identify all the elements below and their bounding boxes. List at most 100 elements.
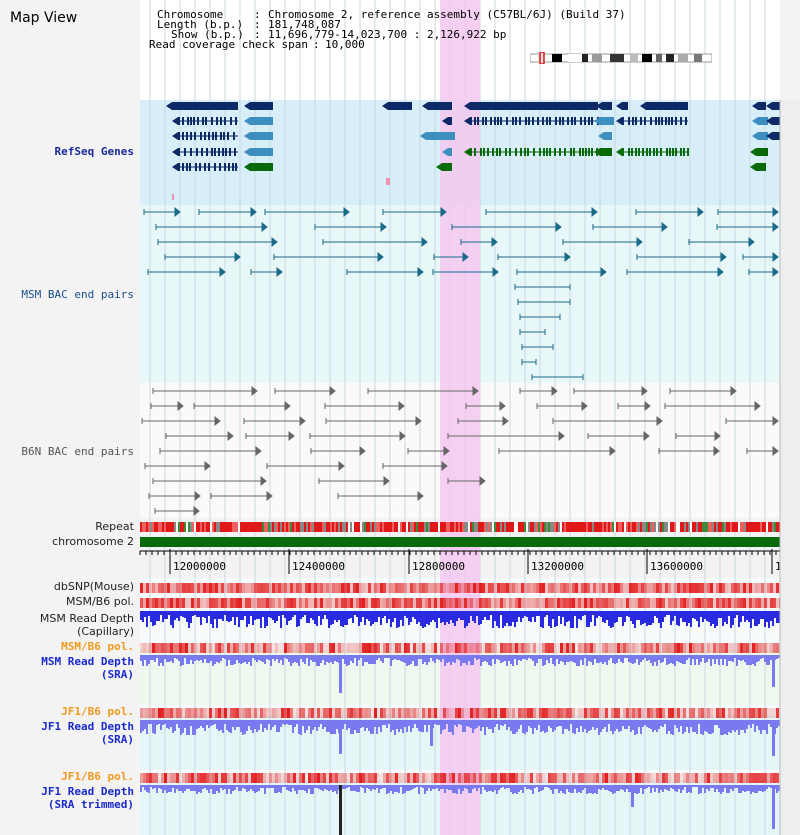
heat-cell — [287, 583, 290, 593]
repeat-mark — [432, 522, 434, 532]
depth-bar — [480, 785, 482, 794]
depth-bar — [778, 611, 780, 623]
depth-bar — [568, 611, 570, 621]
depth-bar — [302, 655, 304, 662]
depth-bar — [412, 611, 414, 617]
track-label-dbsnp[interactable]: dbSNP(Mouse) — [53, 580, 134, 593]
heat-cell — [725, 598, 728, 608]
depth-bar — [190, 720, 192, 726]
heat-cell — [458, 708, 461, 718]
heat-cell — [257, 773, 260, 783]
depth-bar — [408, 611, 410, 625]
depth-bar — [538, 720, 540, 725]
depth-bar — [356, 611, 358, 617]
track-label-repeat[interactable]: Repeat — [95, 520, 134, 533]
heat-cell — [161, 598, 164, 608]
track-label-msm-depth-sra-sub[interactable]: (SRA) — [100, 668, 134, 681]
track-label-msm-depth-sra[interactable]: MSM Read Depth — [41, 655, 134, 668]
repeat-mark — [696, 522, 698, 532]
heat-cell — [464, 598, 467, 608]
track-label-chromosome[interactable]: chromosome 2 — [52, 535, 134, 548]
depth-bar — [290, 611, 292, 620]
heat-cell — [458, 643, 461, 653]
heat-cell — [344, 708, 347, 718]
repeat-mark — [640, 522, 642, 532]
gene-exon — [220, 132, 222, 140]
depth-bar — [348, 785, 350, 787]
track-label-jf1-depth-sra[interactable]: JF1 Read Depth — [41, 720, 134, 733]
heat-cell — [326, 598, 329, 608]
track-label-jf1-b6-pol[interactable]: JF1/B6 pol. — [61, 705, 134, 718]
heat-cell — [599, 708, 602, 718]
depth-bar — [176, 611, 178, 618]
track-label-msm-b6-pol-sra[interactable]: MSM/B6 pol. — [61, 640, 134, 653]
track-label-jf1-depth-trim-sub[interactable]: (SRA trimmed) — [47, 798, 134, 811]
depth-bar — [276, 785, 278, 793]
depth-bar — [502, 655, 504, 662]
heat-cell — [212, 643, 215, 653]
depth-bar — [360, 655, 362, 658]
gene-exon — [195, 163, 197, 171]
gene-exon — [687, 148, 689, 156]
depth-bar — [638, 720, 640, 727]
heat-cell — [677, 773, 680, 783]
heat-cell — [635, 583, 638, 593]
heat-cell — [764, 643, 767, 653]
depth-bar — [770, 655, 772, 660]
depth-bar — [280, 611, 282, 628]
track-label-refseq-genes[interactable]: RefSeq Genes — [54, 145, 134, 158]
repeat-mark — [340, 522, 342, 532]
heat-cell — [620, 773, 623, 783]
depth-bar — [422, 785, 424, 788]
depth-bar — [666, 720, 668, 734]
track-label-msm-bac[interactable]: MSM BAC end pairs — [21, 288, 134, 301]
depth-bar — [490, 720, 492, 729]
gene-exon — [628, 117, 630, 125]
chromosome-ideogram[interactable] — [530, 52, 712, 64]
depth-bar — [332, 655, 334, 664]
heat-cell — [374, 708, 377, 718]
depth-bar — [422, 720, 424, 732]
track-label-msm-depth-cap-sub[interactable]: (Capillary) — [77, 625, 134, 638]
depth-bar — [642, 720, 644, 727]
track-label-msm-depth-cap[interactable]: MSM Read Depth — [39, 612, 134, 625]
depth-bar — [292, 655, 294, 663]
gene-exon — [666, 148, 668, 156]
track-label-msm-b6-pol[interactable]: MSM/B6 pol. — [66, 595, 134, 608]
depth-bar — [306, 785, 308, 793]
heat-cell — [215, 773, 218, 783]
heat-cell — [377, 598, 380, 608]
depth-bar — [636, 611, 638, 620]
heat-cell — [767, 583, 770, 593]
track-label-jf1-depth-trim[interactable]: JF1 Read Depth — [41, 785, 134, 798]
track-label-b6n-bac[interactable]: B6N BAC end pairs — [21, 445, 134, 458]
heat-cell — [266, 583, 269, 593]
depth-bar — [464, 655, 466, 663]
heat-cell — [269, 598, 272, 608]
depth-bar — [462, 611, 464, 620]
depth-bar — [258, 785, 260, 791]
heat-cell — [725, 643, 728, 653]
track-label-jf1-b6-pol-trim[interactable]: JF1/B6 pol. — [61, 770, 134, 783]
heat-cell — [170, 583, 173, 593]
depth-bar — [676, 611, 678, 625]
heat-cell — [269, 773, 272, 783]
depth-bar — [548, 785, 550, 788]
heat-cell — [344, 773, 347, 783]
heat-cell — [338, 583, 341, 593]
gene-exon — [224, 117, 226, 125]
depth-bar — [602, 720, 604, 729]
gene-exon — [211, 148, 213, 156]
track-label-jf1-depth-sra-sub[interactable]: (SRA) — [100, 733, 134, 746]
depth-bar — [380, 720, 382, 732]
depth-bar — [236, 655, 238, 660]
heat-cell — [173, 583, 176, 593]
bac-pair-end — [329, 385, 336, 397]
heat-cell — [200, 708, 203, 718]
bac-pair-end — [636, 236, 643, 248]
heat-cell — [431, 598, 434, 608]
depth-bar — [342, 611, 344, 627]
bac-pair-end — [266, 490, 273, 502]
gene-exon — [197, 117, 199, 125]
